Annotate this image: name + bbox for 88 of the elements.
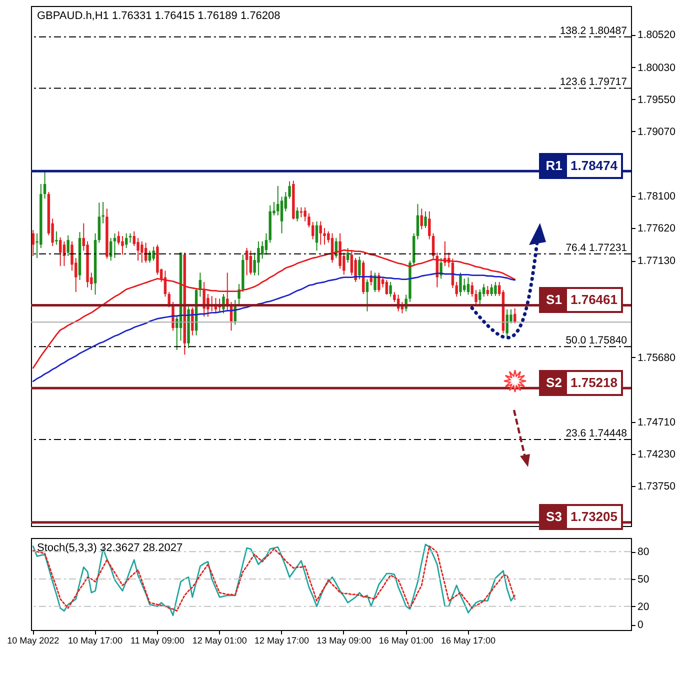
- candlestick: [358, 256, 361, 280]
- candlestick: [113, 232, 116, 258]
- candlestick: [490, 284, 493, 296]
- x-tick-label: 13 May 09:00: [316, 636, 372, 646]
- y-tick-label: 1.75680: [638, 352, 676, 364]
- candlestick: [168, 292, 170, 308]
- candlestick: [389, 282, 392, 298]
- candlestick: [416, 204, 420, 240]
- candlestick: [346, 248, 350, 264]
- ref-line-label: S3 1.73205: [541, 506, 621, 528]
- candlestick: [374, 272, 376, 292]
- y-tick-label: 1.80520: [638, 29, 676, 42]
- x-tick-label: 12 May 17:00: [254, 636, 310, 646]
- candlestick: [378, 272, 380, 292]
- ref-line-label: S1 1.76461: [541, 289, 621, 312]
- candlestick: [474, 290, 478, 306]
- candlestick: [253, 252, 256, 276]
- candlestick: [304, 206, 306, 222]
- candlestick: [366, 278, 369, 312]
- ref-line-label: 138.2 1.80487: [560, 24, 628, 37]
- candlestick: [264, 232, 268, 256]
- candlestick: [98, 202, 101, 244]
- candlestick: [486, 286, 490, 296]
- candlestick: [440, 258, 442, 280]
- candlestick: [296, 206, 299, 222]
- candlestick: [280, 196, 284, 234]
- candlestick: [117, 230, 120, 246]
- y-tick-label: 80: [638, 546, 650, 558]
- y-tick-label: 1.74710: [638, 416, 676, 428]
- candlestick: [152, 246, 155, 262]
- candlestick: [308, 212, 310, 228]
- candlestick: [288, 180, 291, 200]
- candlestick: [191, 306, 194, 336]
- candlestick: [420, 208, 423, 230]
- candlestick: [459, 272, 462, 296]
- ref-line-label: S2 1.75218: [541, 372, 621, 394]
- candlestick: [506, 308, 508, 338]
- y-tick-label: 1.80030: [638, 62, 676, 74]
- candlestick: [249, 250, 252, 276]
- chart-title: Stoch(5,3,3) 32.3627 28.2027: [37, 542, 183, 554]
- candlestick: [470, 282, 474, 298]
- candlestick: [323, 228, 326, 246]
- candlestick: [66, 234, 70, 256]
- chart-title: GBPAUD.h,H1 1.76331 1.76415 1.76189 1.76208: [37, 10, 280, 22]
- y-tick-label: 20: [638, 600, 650, 613]
- y-tick-label: 0: [638, 619, 644, 632]
- candlestick: [494, 282, 497, 296]
- y-tick-label: 50: [638, 573, 650, 586]
- candlestick: [128, 232, 132, 244]
- candlestick: [121, 236, 124, 256]
- x-tick-label: 12 May 01:00: [192, 636, 247, 646]
- candlestick: [202, 282, 206, 318]
- candlestick: [132, 230, 136, 246]
- x-tick-label: 16 May 01:00: [378, 636, 434, 646]
- ref-line-label: 23.6 1.74448: [566, 427, 628, 440]
- y-tick-label: 1.78100: [638, 190, 676, 202]
- candlestick: [257, 240, 260, 276]
- candlestick: [428, 210, 431, 240]
- x-tick-label: 16 May 17:00: [440, 636, 496, 646]
- candlestick: [140, 240, 144, 264]
- candlestick: [319, 220, 322, 246]
- candlestick: [136, 238, 140, 262]
- y-tick-label: 1.77620: [638, 222, 676, 234]
- candlestick: [354, 258, 357, 282]
- x-tick-label: 10 May 17:00: [68, 636, 123, 646]
- candlestick: [385, 280, 388, 296]
- candlestick: [466, 276, 470, 296]
- candlestick: [478, 288, 482, 304]
- x-tick-label: 10 May 2022: [7, 636, 60, 646]
- ref-line-label: 76.4 1.77231: [566, 242, 628, 254]
- candlestick: [315, 220, 318, 252]
- y-tick-label: 1.79070: [638, 126, 676, 138]
- candlestick: [43, 170, 46, 200]
- candlestick: [245, 248, 248, 276]
- x-tick-label: 11 May 09:00: [130, 636, 184, 646]
- candlestick: [260, 240, 264, 260]
- candlestick: [455, 282, 458, 298]
- candlestick: [311, 222, 314, 240]
- y-tick-label: 1.74230: [638, 448, 676, 460]
- candlestick: [58, 236, 62, 266]
- y-tick-label: 1.77130: [638, 255, 676, 268]
- y-tick-label: 1.79550: [638, 94, 676, 106]
- ref-line-label: 50.0 1.75840: [566, 334, 628, 347]
- ref-line-label: 123.6 1.79717: [560, 76, 628, 88]
- y-tick-label: 1.73750: [638, 480, 676, 492]
- candlestick: [424, 210, 427, 228]
- candlestick: [55, 230, 58, 246]
- ref-line-label: R1 1.78474: [541, 155, 621, 178]
